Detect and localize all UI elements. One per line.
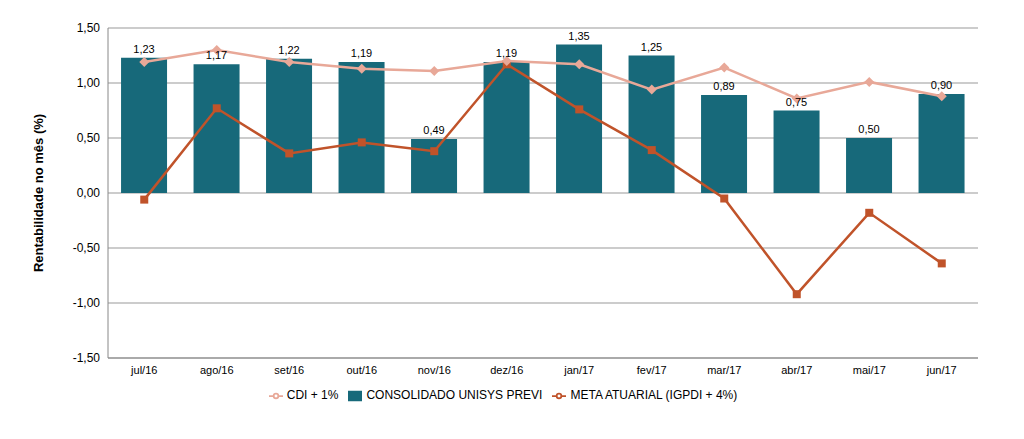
svg-text:ago/16: ago/16 xyxy=(200,364,234,376)
svg-text:0,00: 0,00 xyxy=(77,186,101,200)
svg-text:jun/17: jun/17 xyxy=(926,364,957,376)
svg-text:1,19: 1,19 xyxy=(351,47,372,59)
html-text:META ATUARIAL (IGPDI + 4%): META ATUARIAL (IGPDI + 4%) xyxy=(570,388,738,402)
svg-text:0,89: 0,89 xyxy=(713,80,734,92)
svg-text:1,19: 1,19 xyxy=(496,47,517,59)
svg-text:1,50: 1,50 xyxy=(77,21,101,35)
svg-text:0,49: 0,49 xyxy=(423,124,444,136)
svg-text:jul/16: jul/16 xyxy=(130,364,157,376)
svg-text:1,23: 1,23 xyxy=(133,43,154,55)
svg-text:0,50: 0,50 xyxy=(858,123,879,135)
svg-text:set/16: set/16 xyxy=(274,364,304,376)
svg-text:mar/17: mar/17 xyxy=(707,364,741,376)
svg-text:0,75: 0,75 xyxy=(786,96,807,108)
svg-text:Rentabilidade no mês (%): Rentabilidade no mês (%) xyxy=(31,114,46,272)
svg-text:fev/17: fev/17 xyxy=(637,364,667,376)
svg-text:1,25: 1,25 xyxy=(641,41,662,53)
svg-text:dez/16: dez/16 xyxy=(490,364,523,376)
svg-text:nov/16: nov/16 xyxy=(418,364,451,376)
svg-text:abr/17: abr/17 xyxy=(781,364,812,376)
svg-text:-0,50: -0,50 xyxy=(73,241,101,255)
svg-text:-1,50: -1,50 xyxy=(73,351,101,365)
svg-text:1,00: 1,00 xyxy=(77,76,101,90)
svg-text:jan/17: jan/17 xyxy=(563,364,594,376)
svg-text:mai/17: mai/17 xyxy=(853,364,886,376)
svg-text:-1,00: -1,00 xyxy=(73,296,101,310)
svg-text:out/16: out/16 xyxy=(346,364,377,376)
svg-text:1,22: 1,22 xyxy=(278,44,299,56)
svg-text:0,50: 0,50 xyxy=(77,131,101,145)
svg-text:1,17: 1,17 xyxy=(206,49,227,61)
html-text:CONSOLIDADO UNISYS PREVI: CONSOLIDADO UNISYS PREVI xyxy=(366,388,543,402)
svg-text:0,90: 0,90 xyxy=(931,79,952,91)
html-text:CDI + 1%: CDI + 1% xyxy=(286,388,339,402)
svg-text:1,35: 1,35 xyxy=(568,30,589,42)
